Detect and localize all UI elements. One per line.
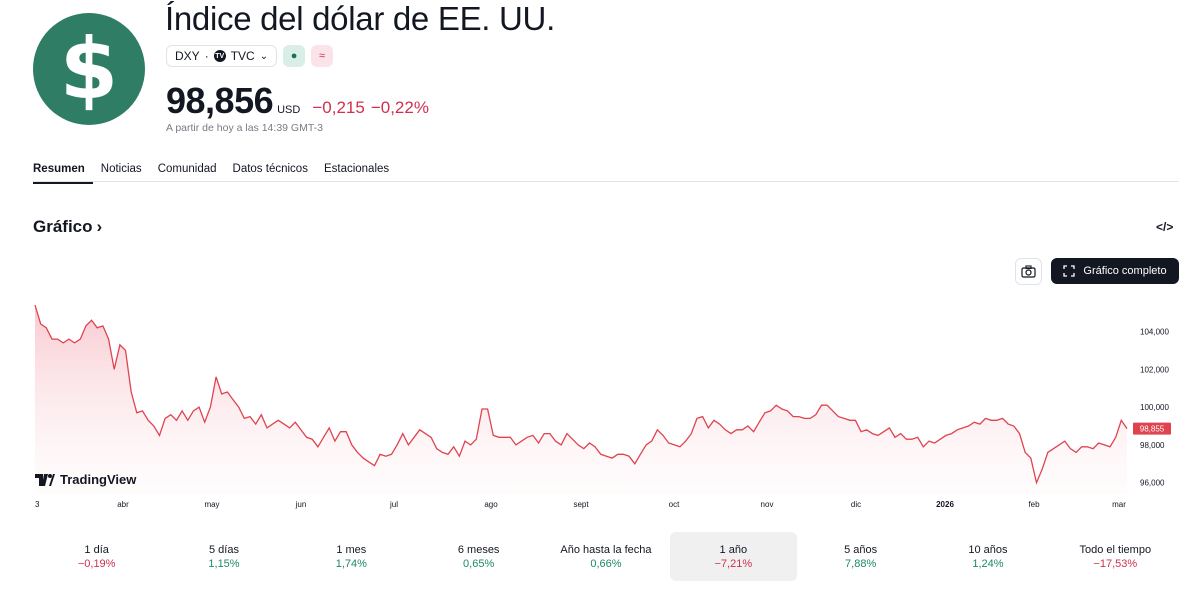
period-button[interactable]: 6 meses 0,65% <box>415 532 542 581</box>
y-tick-label: 104,000 <box>1140 328 1169 337</box>
x-tick-label: feb <box>1028 500 1040 509</box>
price-chart[interactable]: 104,000 102,000 100,000 98,000 96,000 3 abr ma… <box>0 290 1190 512</box>
x-tick-label: dic <box>851 500 861 509</box>
period-label: 10 años <box>968 543 1008 556</box>
chart-section-link[interactable]: Gráfico › <box>33 217 102 237</box>
y-tick-label: 100,000 <box>1140 403 1169 412</box>
period-change: 7,88% <box>845 557 877 570</box>
period-button[interactable]: 10 años 1,24% <box>924 532 1051 581</box>
section-tabs: Resumen Noticias Comunidad Datos técnico… <box>33 163 397 184</box>
full-chart-button[interactable]: Gráfico completo <box>1051 258 1179 284</box>
x-tick-label: sept <box>573 500 589 509</box>
period-label: 6 meses <box>457 543 500 556</box>
symbol-meta-row: DXY · TV TVC ⌄ ● ≈ <box>166 45 334 67</box>
tab-noticias[interactable]: Noticias <box>100 163 142 175</box>
x-tick-label: mar <box>1112 500 1126 509</box>
last-price-label: 98,855 <box>1140 425 1165 434</box>
embed-code-icon[interactable]: </> <box>1156 220 1174 234</box>
x-tick-label: ago <box>484 500 498 509</box>
tradingview-logo: TradingView <box>35 472 136 487</box>
x-tick-label: abr <box>117 500 129 509</box>
camera-icon <box>1021 265 1036 278</box>
period-change: 1,74% <box>335 557 367 570</box>
symbol-ticker: DXY <box>175 49 200 63</box>
page-title: Índice del dólar de EE. UU. <box>165 0 555 37</box>
period-button[interactable]: Año hasta la fecha 0,66% <box>542 532 669 581</box>
x-tick-label: jun <box>295 500 307 509</box>
period-button[interactable]: 1 año −7,21% <box>669 532 797 581</box>
last-price: 98,856 <box>166 80 274 121</box>
period-button[interactable]: 1 día −0,19% <box>33 532 160 581</box>
period-label: 1 año <box>719 543 748 556</box>
period-change: 0,65% <box>463 557 495 570</box>
y-tick-label: 98,000 <box>1140 441 1165 450</box>
x-tick-label: 3 <box>35 500 40 509</box>
price-change-abs: −0,215 <box>312 98 365 117</box>
price-change-pct: −0,22% <box>370 98 429 117</box>
dollar-icon: $ <box>59 20 119 118</box>
period-label: Todo el tiempo <box>1079 543 1152 556</box>
period-label: 1 mes <box>336 543 367 556</box>
performance-periods: 1 día −0,19% 5 días 1,15% 1 mes 1,74% 6 meses 0… <box>33 532 1179 581</box>
tab-estacionales[interactable]: Estacionales <box>323 163 390 175</box>
price-row: 98,856 USD −0,215 −0,22% <box>166 80 429 122</box>
period-change: −7,21% <box>714 557 753 570</box>
market-status-badge[interactable]: ● <box>283 45 306 67</box>
period-change: 0,66% <box>590 557 622 570</box>
tradingview-icon <box>35 473 55 486</box>
symbol-logo: $ <box>33 13 145 125</box>
x-tick-label: 2026 <box>936 500 954 509</box>
y-tick-label: 96,000 <box>1140 479 1165 488</box>
chevron-down-icon: ⌄ <box>259 50 269 62</box>
period-label: 5 días <box>209 543 239 556</box>
fullscreen-icon <box>1063 265 1076 277</box>
y-tick-label: 102,000 <box>1140 365 1169 374</box>
period-button[interactable]: 1 mes 1,74% <box>288 532 415 581</box>
chart-section-title: Gráfico <box>33 217 93 236</box>
x-tick-label: nov <box>761 500 774 509</box>
period-change: 1,24% <box>972 557 1004 570</box>
currency-label: USD <box>277 104 301 116</box>
period-button[interactable]: 5 años 7,88% <box>797 532 924 581</box>
last-price-marker <box>1133 422 1171 435</box>
snapshot-button[interactable] <box>1015 258 1042 285</box>
price-line <box>34 304 1128 485</box>
x-tick-label: oct <box>669 500 680 509</box>
period-label: Año hasta la fecha <box>560 543 652 556</box>
x-tick-label: jul <box>389 500 398 509</box>
period-change: 1,15% <box>208 557 240 570</box>
delayed-data-badge[interactable]: ≈ <box>311 45 334 67</box>
period-button[interactable]: 5 días 1,15% <box>160 532 287 581</box>
tabs-divider <box>33 181 1179 182</box>
period-change: −17,53% <box>1093 557 1138 570</box>
tab-comunidad[interactable]: Comunidad <box>157 163 217 175</box>
exchange-name: TVC <box>230 49 255 63</box>
chevron-right-icon: › <box>96 217 103 236</box>
exchange-icon: TV <box>213 50 226 62</box>
period-change: −0,19% <box>77 557 116 570</box>
tab-resumen[interactable]: Resumen <box>33 163 93 184</box>
tradingview-wordmark: TradingView <box>60 472 137 487</box>
separator-dot: · <box>204 49 209 63</box>
symbol-exchange-selector[interactable]: DXY · TV TVC ⌄ <box>166 45 278 67</box>
tab-datos-tecnicos[interactable]: Datos técnicos <box>232 163 308 175</box>
full-chart-label: Gráfico completo <box>1083 265 1167 277</box>
x-tick-label: may <box>204 500 219 509</box>
period-label: 5 años <box>844 543 878 556</box>
price-timestamp: A partir de hoy a las 14:39 GMT-3 <box>166 122 323 134</box>
period-label: 1 día <box>84 543 109 556</box>
period-button[interactable]: Todo el tiempo −17,53% <box>1052 532 1179 581</box>
price-area <box>35 305 1127 494</box>
